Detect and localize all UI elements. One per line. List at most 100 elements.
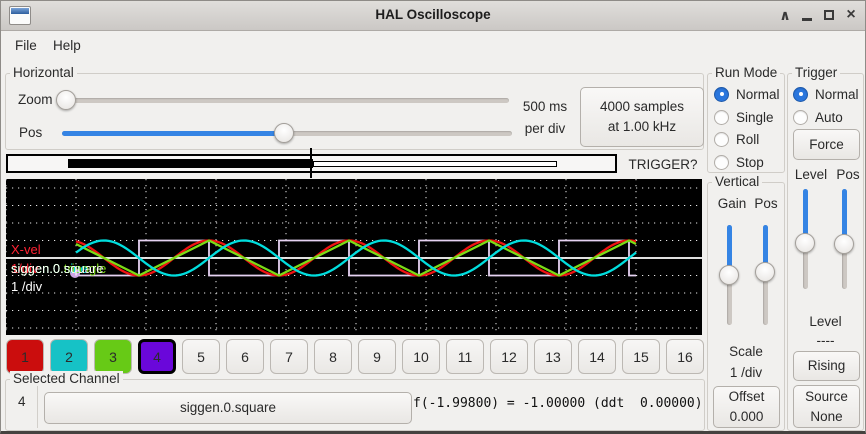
time-per-div-value: 500 ms — [522, 99, 568, 114]
channel-button-6[interactable]: 6 — [226, 339, 264, 374]
zoom-label: Zoom — [18, 92, 53, 107]
scope-selected-name: siggen.0.square — [11, 261, 104, 276]
samples-button[interactable]: 4000 samples at 1.00 kHz — [580, 87, 704, 147]
radio-icon[interactable] — [714, 131, 729, 147]
gain-slider-handle[interactable] — [719, 265, 739, 285]
scope-ch1-name: X-vel — [11, 242, 41, 257]
scope-ch2-name: siggen.0.sine — [11, 261, 88, 276]
vertical-panel: Vertical Gain Pos Scale 1 /div Offset 0.… — [707, 174, 785, 431]
radio-selected-icon[interactable] — [793, 86, 808, 102]
scale-value: 1 /div — [729, 365, 763, 380]
channel-button-11[interactable]: 11 — [446, 339, 484, 374]
trigger-panel-label: Trigger — [792, 65, 841, 80]
channel-button-14[interactable]: 14 — [578, 339, 616, 374]
vertical-pos-slider-handle[interactable] — [755, 262, 775, 282]
channel-button-12[interactable]: 12 — [490, 339, 528, 374]
trigger-pos-label: Pos — [836, 167, 860, 182]
trace-X-vel — [75, 239, 637, 277]
run-mode-roll[interactable]: Roll — [714, 129, 759, 149]
record-remaining-bar — [313, 160, 557, 167]
trigger-pos-slider-handle[interactable] — [834, 234, 854, 254]
force-button[interactable]: Force — [793, 129, 860, 160]
trigger-status-label: TRIGGER? — [628, 157, 698, 172]
channel-buttons: 1 2 3 4 5 6 7 8 9 10 11 12 13 14 15 16 — [6, 339, 704, 374]
trigger-source-button[interactable]: Source None — [793, 385, 860, 428]
scale-label: Scale — [729, 344, 763, 359]
channel-button-8[interactable]: 8 — [314, 339, 352, 374]
trace-siggen.0.sine — [75, 239, 637, 277]
record-captured-bar — [68, 159, 313, 168]
horizontal-pos-slider-fill — [62, 131, 284, 136]
scope-ch3-name: siggen.0.triangle — [11, 261, 107, 276]
trigger-position-marker[interactable] — [310, 148, 312, 178]
selected-channel-panel: Selected Channel 4 siggen.0.square f(-1.… — [5, 371, 705, 431]
scope-selected-scale: 1 /div — [11, 279, 43, 294]
channel-button-2[interactable]: 2 — [50, 339, 88, 374]
trigger-normal[interactable]: Normal — [793, 84, 859, 104]
run-mode-normal[interactable]: Normal — [714, 84, 780, 104]
selected-channel-panel-label: Selected Channel — [10, 371, 123, 386]
horizontal-pos-slider-handle[interactable] — [274, 123, 294, 143]
run-mode-single[interactable]: Single — [714, 107, 774, 127]
close-icon[interactable]: × — [846, 6, 856, 23]
time-per-div: 500 ms per div — [512, 96, 578, 140]
radio-icon[interactable] — [714, 154, 729, 170]
trigger-auto[interactable]: Auto — [793, 107, 843, 127]
trigger-level-slider-fill — [803, 189, 808, 243]
trigger-panel: Trigger Normal Auto Force Level Pos Leve… — [787, 65, 864, 431]
channel-source-name: siggen.0.square — [179, 400, 277, 415]
offset-button[interactable]: Offset 0.000 — [713, 386, 780, 428]
radio-icon[interactable] — [714, 109, 729, 125]
trigger-level-label: Level — [794, 167, 828, 182]
trace-siggen.0.triangle — [75, 239, 637, 277]
scope-canvas — [5, 179, 702, 335]
channel-source-button[interactable]: siggen.0.square — [44, 392, 412, 424]
samples-rate: at 1.00 kHz — [607, 119, 677, 134]
radio-icon[interactable] — [793, 109, 808, 125]
window-title: HAL Oscilloscope — [375, 7, 491, 22]
vertical-pos-label: Pos — [754, 196, 778, 211]
horizontal-panel: Horizontal Zoom Pos 500 ms per div 4000 … — [5, 65, 704, 150]
channel-button-7[interactable]: 7 — [270, 339, 308, 374]
scope-display[interactable]: X-vel siggen.0.sine siggen.0.triangle 1/… — [5, 179, 702, 335]
selected-channel-marker — [70, 268, 80, 278]
trigger-level-readout-label: Level — [809, 314, 842, 329]
menu-file[interactable]: File — [15, 38, 37, 53]
radio-selected-icon[interactable] — [714, 86, 729, 102]
time-per-div-unit: per div — [524, 121, 566, 136]
trigger-pos-slider-fill — [842, 189, 847, 244]
horizontal-pos-label: Pos — [19, 125, 43, 140]
channel-button-3[interactable]: 3 — [94, 339, 132, 374]
zoom-slider-handle[interactable] — [56, 90, 76, 110]
window-icon — [9, 6, 31, 25]
vertical-pos-slider-fill — [763, 225, 768, 272]
samples-count: 4000 samples — [599, 99, 685, 114]
channel-button-10[interactable]: 10 — [402, 339, 440, 374]
selected-channel-separator — [37, 386, 38, 428]
channel-value-readout: f(-1.99800) = -1.00000 (ddt 0.00000) — [413, 396, 703, 411]
menu-bar: File Help — [1, 31, 865, 59]
selected-channel-number: 4 — [18, 394, 26, 409]
minimize-icon[interactable] — [797, 5, 817, 25]
horizontal-panel-label: Horizontal — [10, 65, 77, 80]
channel-button-1[interactable]: 1 — [6, 339, 44, 374]
channel-button-15[interactable]: 15 — [622, 339, 660, 374]
trigger-edge-button[interactable]: Rising — [793, 351, 860, 381]
channel-button-16[interactable]: 16 — [666, 339, 704, 374]
run-mode-panel-label: Run Mode — [712, 65, 781, 80]
title-bar: HAL Oscilloscope ∧ × — [1, 1, 865, 31]
gain-slider-fill — [727, 225, 732, 275]
menu-help[interactable]: Help — [53, 38, 81, 53]
channel-button-5[interactable]: 5 — [182, 339, 220, 374]
shade-icon[interactable]: ∧ — [779, 7, 791, 23]
zoom-slider-track[interactable] — [62, 98, 509, 103]
channel-button-9[interactable]: 9 — [358, 339, 396, 374]
channel-button-4[interactable]: 4 — [138, 339, 176, 374]
scope-ch1-scale: 1/div — [11, 261, 39, 276]
run-mode-stop[interactable]: Stop — [714, 152, 764, 172]
maximize-icon[interactable] — [819, 5, 839, 25]
channel-button-13[interactable]: 13 — [534, 339, 572, 374]
trigger-level-slider-handle[interactable] — [795, 233, 815, 253]
trace-siggen.0.square — [76, 239, 636, 277]
